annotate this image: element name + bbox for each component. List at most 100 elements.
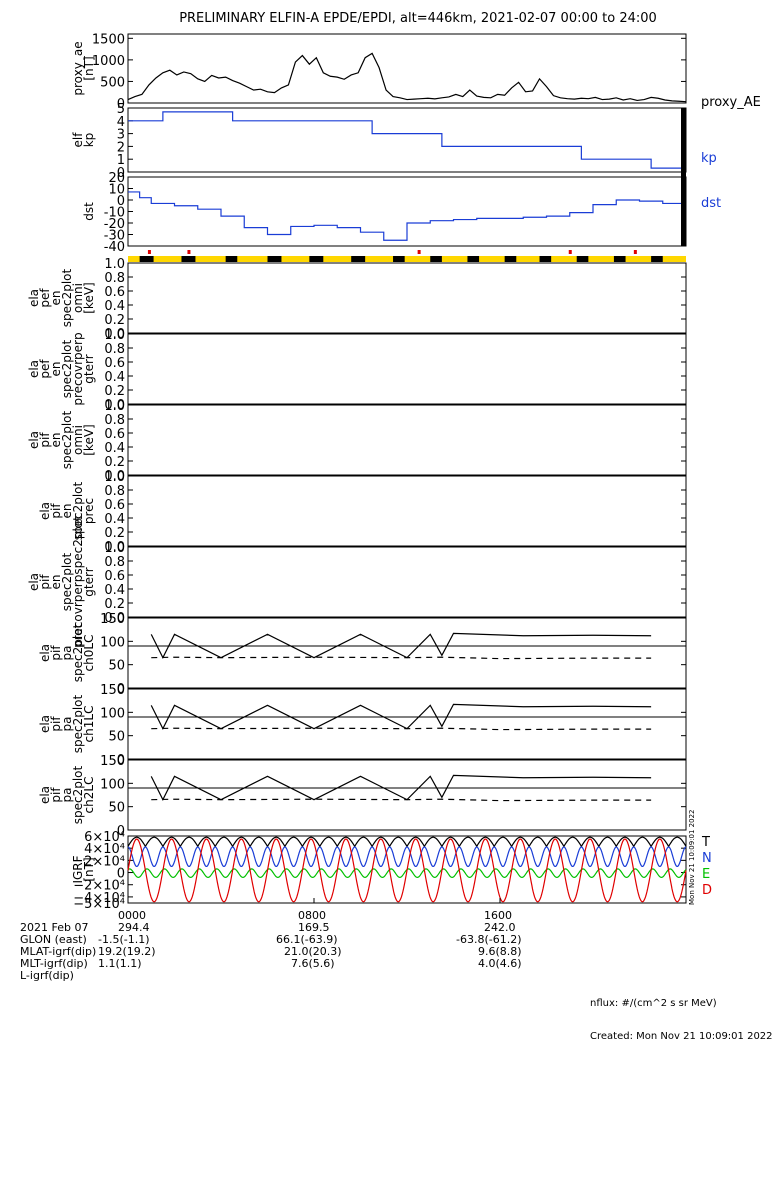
panel-pef_omni: 0.00.20.40.60.81.0elapefenspec2plotomni[… xyxy=(27,257,687,342)
ytick-label: 0.0 xyxy=(104,611,125,626)
l-0000: 1.1(1.1) xyxy=(98,957,142,970)
ytick-label: 0.8 xyxy=(104,555,125,570)
ytick-label: 1 xyxy=(117,153,125,168)
ytick-label: -40 xyxy=(104,240,125,255)
ytick-label: 0.4 xyxy=(104,370,125,385)
ylabel-line: proxy_ae xyxy=(71,41,85,95)
mlt-0000: 19.2(19.2) xyxy=(98,945,156,958)
ylabel-line: pif xyxy=(38,574,52,590)
ylabel-line: spec2plot xyxy=(60,552,74,611)
ytick-label: 0 xyxy=(117,682,125,697)
mlat-0000: -1.5(-1.1) xyxy=(98,933,150,946)
orbit-bar-segment xyxy=(504,256,517,262)
ytick-label: 0.2 xyxy=(104,313,125,328)
ytick-label: 0.0 xyxy=(104,398,125,413)
series-D xyxy=(127,838,687,903)
ytick-label: 0.0 xyxy=(104,469,125,484)
ytick-label: 0.2 xyxy=(104,455,125,470)
panel-pef_precovrperp: 0.00.20.40.60.81.0elapefenspec2plotpreco… xyxy=(27,328,687,413)
ytick-label: 0.2 xyxy=(104,526,125,541)
series-line-dst-0 xyxy=(128,191,686,241)
orbit-bar-segment xyxy=(225,256,238,262)
ytick-label: 50 xyxy=(108,730,125,745)
ylabel-line: precovrperp xyxy=(71,332,85,405)
ytick-label: 0 xyxy=(117,824,125,839)
ytick-label: -30 xyxy=(104,229,125,244)
ytick-label: 0 xyxy=(117,753,125,768)
l-1600: 4.0(4.6) xyxy=(478,957,522,970)
ytick-label: 0 xyxy=(117,97,125,112)
ylabel-line: precovrperpspec2plot xyxy=(71,516,85,648)
ytick-label: 0.0 xyxy=(104,540,125,555)
panel-frame-ch1LC xyxy=(127,688,687,760)
ytick-label: -20 xyxy=(104,217,125,232)
ylabel-line: pif xyxy=(49,645,63,661)
ytick-label: 1500 xyxy=(92,32,125,47)
x-tick-0800: 0800 xyxy=(298,909,326,922)
ylabel-line: omni xyxy=(71,425,85,455)
ytick-label: 0.4 xyxy=(104,512,125,527)
ylabel-line: [keV] xyxy=(82,424,96,455)
mlat-1600: -63.8(-61.2) xyxy=(456,933,522,946)
ytick-label: 1.0 xyxy=(104,328,125,343)
ytick-label: 1.0 xyxy=(104,257,125,272)
ylabel-line: ela xyxy=(38,786,52,804)
ytick-label: 0.0 xyxy=(104,327,125,342)
ytick-label: 0.6 xyxy=(104,569,125,584)
ytick-label: 150 xyxy=(100,612,125,627)
ytick-label: 4×10⁴ xyxy=(84,842,125,857)
rotated-timestamp: Mon Nov 21 10:09:01 2022 xyxy=(688,810,696,905)
ylabel-line: ela xyxy=(38,644,52,662)
ytick-label: 0.2 xyxy=(104,384,125,399)
ylabel-line: spec2plot xyxy=(71,481,85,540)
panel-frame-pif_prec xyxy=(127,475,687,547)
ytick-label: 0.8 xyxy=(104,484,125,499)
orbit-bar-segment xyxy=(351,256,366,262)
ytick-label: 0.8 xyxy=(104,413,125,428)
ytick-label: 6×10⁴ xyxy=(84,830,125,845)
ylabel-line: elf xyxy=(71,132,85,148)
orbit-red-tick xyxy=(568,250,572,254)
orbit-red-tick xyxy=(147,250,151,254)
ylabel-line: [keV] xyxy=(82,282,96,313)
ylabel-line: pef xyxy=(38,288,52,308)
ytick-label: 150 xyxy=(100,754,125,769)
ylabel-line: dst xyxy=(82,202,96,221)
panel-frame-ch0LC xyxy=(127,617,687,689)
legend-E: E xyxy=(702,867,710,882)
panel-frame-pif_omni xyxy=(127,404,687,476)
ytick-label: 0.6 xyxy=(104,285,125,300)
ylabel-line: pif xyxy=(38,432,52,448)
ylabel-line: en xyxy=(60,504,74,519)
panel-frame-pif_precovrperp xyxy=(127,546,687,618)
ylabel-line: spec2plot xyxy=(60,339,74,398)
series-line-ch0LC-1 xyxy=(151,656,652,660)
panel-pif_omni: 0.00.20.40.60.81.0elapifenspec2plotomni[… xyxy=(27,399,687,484)
mlt-1600: 9.6(8.8) xyxy=(478,945,522,958)
x-axis-row-mlat: MLAT-igrf(dip) xyxy=(20,945,97,958)
legend-D: D xyxy=(702,883,712,898)
ytick-label: 20 xyxy=(108,171,125,186)
created-timestamp: Created: Mon Nov 21 10:09:01 2022 xyxy=(590,1031,773,1042)
series-line-proxy_ae-0 xyxy=(127,52,687,103)
ylabel-line: pif xyxy=(49,787,63,803)
glon-1600: 242.0 xyxy=(484,921,516,934)
ytick-label: 50 xyxy=(108,801,125,816)
ytick-label: 0 xyxy=(117,166,125,181)
ylabel-line: prec xyxy=(82,498,96,524)
legend-N: N xyxy=(702,851,712,866)
legend-T: T xyxy=(701,835,710,850)
ytick-label: 0.4 xyxy=(104,299,125,314)
mlat-0800: 66.1(-63.9) xyxy=(276,933,338,946)
x-axis-row-glon: GLON (east) xyxy=(20,933,87,946)
ylabel-line: ela xyxy=(27,360,41,378)
series-N xyxy=(127,846,687,867)
x-axis-row-date: 2021 Feb 07 xyxy=(20,921,89,934)
ylabel-line: kp xyxy=(82,133,96,148)
series-line-ch1LC-1 xyxy=(151,727,652,731)
series-line-ch1LC-0 xyxy=(150,703,652,731)
